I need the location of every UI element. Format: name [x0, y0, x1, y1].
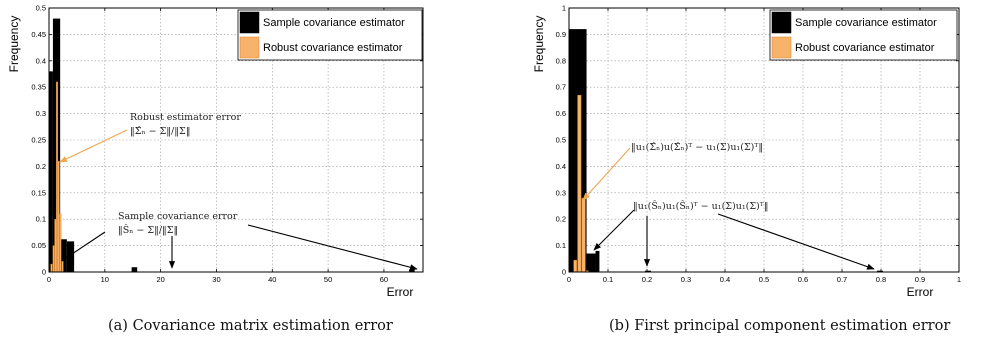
sample-bar	[595, 250, 600, 272]
x-tick-label: 0.1	[603, 275, 613, 284]
ticks: 0 10 20 30 40 50 60 0 0.05 0.1 0.15 0.2 0.25 0.3 0.35 0…	[31, 4, 423, 284]
x-tick-label: 0.8	[876, 275, 886, 284]
annotation-arrow	[59, 129, 128, 163]
annotation-arrow	[582, 147, 631, 201]
y-tick-label: 0.3	[36, 109, 46, 118]
y-tick-label: 0.2	[556, 215, 566, 224]
figure: 0 10 20 30 40 50 6000.050.10.150.20.250.30.350…	[7, 4, 961, 300]
annotation-arrow	[65, 231, 106, 259]
y-tick-label: 0.9	[556, 30, 566, 39]
annotation-label: Robust estimator error	[130, 112, 241, 123]
robust-bar	[56, 81, 58, 273]
x-axis-label: Error	[387, 285, 414, 299]
x-tick-label: 40	[268, 275, 276, 284]
y-tick-label: 0.4	[36, 56, 46, 65]
y-tick-label: 0	[42, 268, 46, 277]
robust-bar	[577, 94, 582, 273]
x-tick-label: 0.3	[681, 275, 691, 284]
legend-swatch-sample	[771, 11, 792, 34]
legend-label-robust: Robust covariance estimator	[263, 42, 403, 54]
y-tick-label: 0.5	[556, 136, 566, 145]
annotation-label: Sample covariance error	[118, 211, 238, 222]
caption-b: (b) First principal component estimation…	[609, 318, 951, 334]
ticks: 0 0.1 0.2 0.3 0.4 0.5 0.6 0.7 0.8 0.9 1 0 0.1 0.2 0.3 0…	[556, 4, 962, 285]
annotation-label: ‖u₁(Σ̂ₙ)u(Σ̂ₙ)ᵀ − u₁(Σ)u₁(Σ)ᵀ‖	[631, 142, 763, 153]
legend-swatch-robust	[771, 36, 792, 59]
robust-bar	[581, 197, 586, 273]
sample-bar	[49, 71, 53, 272]
x-tick-label: 0.4	[720, 275, 730, 284]
annotation-arrow	[593, 209, 635, 251]
annotation-formula: ‖Σ̂ₙ − Σ‖/‖Σ‖	[130, 126, 190, 137]
legend-swatch-sample	[239, 11, 260, 34]
y-tick-label: 1	[562, 4, 566, 13]
legend-box	[237, 9, 423, 61]
y-axis-label: Frequency	[532, 16, 546, 73]
grid	[49, 8, 423, 272]
sample-bar	[60, 239, 67, 272]
annotation-arrow	[247, 224, 418, 271]
x-tick-label: 0.9	[915, 275, 925, 284]
x-tick-label: 0.2	[642, 275, 652, 284]
annotation-label: ‖u₁(Ŝₙ)u₁(Ŝₙ)ᵀ − u₁(Σ)u₁(Σ)ᵀ‖	[633, 200, 769, 212]
legend-label-robust: Robust covariance estimator	[795, 42, 935, 54]
x-tick-label: 10	[101, 275, 109, 284]
sample-bar	[877, 270, 883, 272]
annotation-formula: ‖Ŝₙ − Σ‖/‖Σ‖	[118, 224, 178, 236]
legend-label-sample: Sample covariance estimator	[263, 17, 405, 29]
annotation-arrow	[717, 213, 875, 270]
y-tick-label: 0.4	[556, 162, 566, 171]
robust-bar	[59, 213, 62, 273]
y-tick-label: 0.7	[556, 83, 566, 92]
chart-principal-component-error: 0 0.1 0.2 0.3 0.4 0.5 0.6 0.7 0.8 0.9 1 0 0.1 0.2 0.3 0…	[532, 4, 961, 300]
y-tick-label: 0.35	[31, 83, 46, 92]
x-tick-label: 0.7	[837, 275, 847, 284]
legend-label-sample: Sample covariance estimator	[795, 17, 937, 29]
y-tick-label: 0.05	[31, 241, 46, 250]
x-tick-label: 0.5	[759, 275, 769, 284]
legend: Sample covariance estimator Robust covari…	[769, 9, 958, 61]
sample-bar	[409, 269, 415, 272]
x-tick-label: 0.6	[798, 275, 808, 284]
sample-bar	[586, 253, 596, 272]
x-tick-label: 60	[380, 275, 388, 284]
sample-bar	[131, 267, 138, 272]
chart-covariance-error: 0 10 20 30 40 50 60 0 0.05 0.1 0.15 0.2 0.25 0.3 0.35 0…	[7, 4, 424, 299]
caption-a: (a) Covariance matrix estimation error	[108, 318, 393, 334]
x-tick-label: 0	[47, 275, 51, 284]
x-tick-label: 0	[567, 275, 571, 284]
x-axis-label: Error	[907, 285, 934, 299]
robust-bar	[573, 259, 577, 273]
y-tick-label: 0.25	[31, 136, 46, 145]
legend-box	[769, 9, 958, 61]
x-tick-label: 50	[324, 275, 332, 284]
sample-bar	[645, 270, 651, 272]
robust-bar	[54, 218, 57, 273]
y-tick-label: 0.6	[556, 109, 566, 118]
legend-swatch-robust	[239, 36, 260, 59]
y-tick-label: 0.1	[36, 215, 46, 224]
y-tick-label: 0.45	[31, 30, 46, 39]
y-tick-label: 0.8	[556, 56, 566, 65]
y-tick-label: 0.1	[556, 241, 566, 250]
robust-bar	[61, 261, 64, 273]
y-tick-label: 0.5	[36, 4, 46, 13]
robust-bar	[57, 160, 60, 273]
x-tick-label: 1	[957, 275, 961, 284]
y-tick-label: 0.3	[556, 188, 566, 197]
y-tick-label: 0.2	[36, 162, 46, 171]
x-tick-label: 30	[212, 275, 220, 284]
x-tick-label: 20	[156, 275, 164, 284]
y-tick-label: 0.15	[31, 188, 46, 197]
legend: Sample covariance estimator Robust covari…	[237, 9, 423, 61]
y-tick-label: 0	[562, 268, 566, 277]
y-axis-label: Frequency	[7, 16, 21, 73]
robust-bar	[50, 263, 53, 273]
robust-bar	[52, 245, 55, 273]
